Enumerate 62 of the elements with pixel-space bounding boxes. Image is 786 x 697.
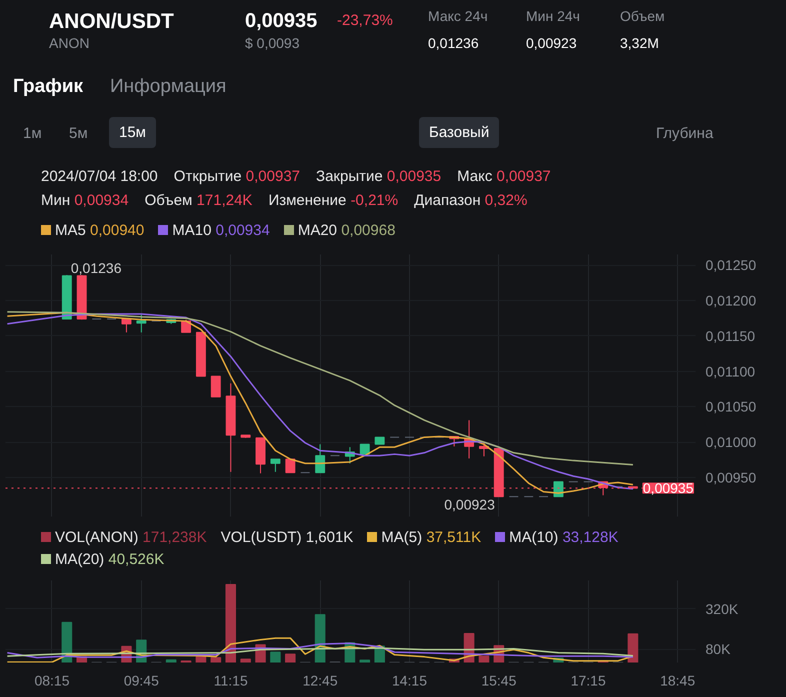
y-tick-label: 0,01150 (706, 328, 756, 344)
y-tick-label: 0,01050 (706, 398, 756, 415)
text: -23,73% (337, 11, 393, 31)
legend-label: MA(10) (509, 529, 558, 546)
text: ANON/USDT (49, 10, 174, 33)
text: Изменение -0,21% (268, 192, 398, 209)
legend-label: MA(20) (55, 551, 104, 568)
text: 0,00935 (245, 10, 318, 32)
x-tick-label: 18:45 (660, 672, 696, 688)
text: Закрытие (316, 168, 383, 185)
y-tick-label: 80K (706, 641, 732, 658)
text: Базовый (419, 117, 500, 148)
text: Мин 0,00934 (41, 192, 129, 209)
x-tick-label: 12:45 (302, 672, 338, 688)
y-tick-label: 0,00950 (706, 470, 756, 486)
annotation: 0,01236 (70, 260, 122, 276)
x-tick-label: 17:15 (570, 672, 606, 688)
text: 0,00968 (341, 222, 396, 239)
y-tick-label: 0,01250 (706, 257, 756, 274)
text: 1м (23, 124, 42, 144)
text: 5м (69, 124, 88, 144)
text: Информация (110, 75, 226, 99)
text: 171,238K (142, 529, 207, 546)
legend-label: MA(5) (381, 529, 422, 546)
legend-label: MA5 (55, 222, 86, 239)
text: 2024/07/04 18:00 (41, 167, 158, 187)
text: Объем (620, 7, 665, 26)
y-tick-label: 0,01200 (706, 292, 756, 309)
text: Макс 0,00937 (457, 168, 551, 185)
text: 15м (109, 117, 156, 148)
text: 0,01236 (428, 34, 479, 53)
text: 0,00934 (216, 222, 270, 239)
legend-label: MA20 (298, 222, 338, 239)
x-tick-label: 14:15 (392, 672, 428, 688)
y-tick-label: 320K (706, 600, 739, 617)
legend-label: MA10 (172, 222, 212, 239)
text: 3,32M (620, 34, 659, 53)
text: Открытие 0,00937 (174, 168, 300, 185)
text: 0,00940 (90, 222, 144, 239)
text: Диапазон 0,32% (414, 192, 528, 209)
text: VOL(USDT) 1,601K (220, 528, 354, 548)
text: 0,00923 (526, 34, 577, 53)
y-tick-label: 0,01000 (706, 434, 756, 450)
x-tick-label: 11:15 (214, 672, 248, 688)
text: Макс 24ч (428, 7, 488, 26)
x-tick-label: 08:15 (34, 672, 70, 688)
annotation: 0,00923 (444, 496, 496, 513)
text: 37,511K (426, 529, 482, 546)
ref-line-label: 0,00935 (642, 480, 694, 496)
x-tick-label: 09:45 (124, 672, 160, 688)
x-tick-label: 15:45 (481, 672, 517, 688)
text: 0,00935 (386, 168, 442, 185)
text: Объем 171,24K (144, 192, 252, 209)
text: ANON (49, 34, 90, 53)
text: 40,526K (108, 551, 164, 568)
legend-label: VOL(ANON) (55, 529, 138, 546)
text: Мин 24ч (526, 7, 580, 26)
text: Глубина (656, 124, 714, 144)
y-tick-label: 0,01100 (706, 363, 756, 380)
text: График (13, 75, 84, 99)
text: $ 0,0093 (245, 34, 300, 53)
text: 33,128K (562, 529, 618, 546)
